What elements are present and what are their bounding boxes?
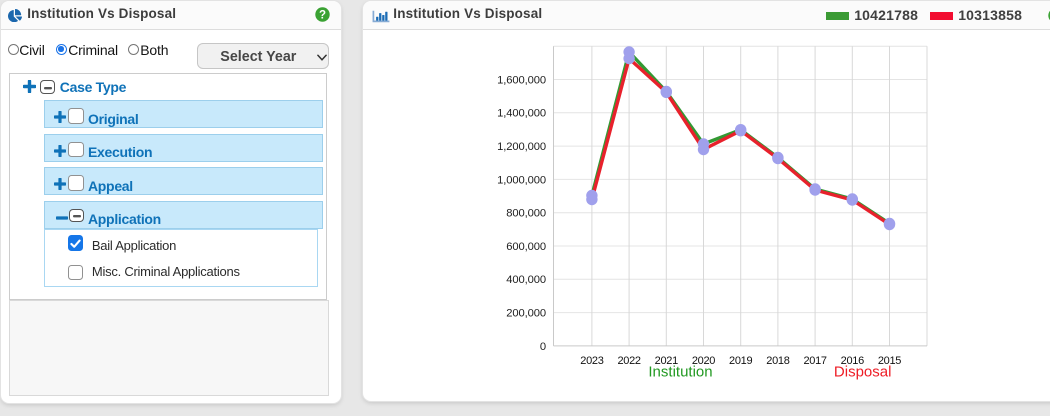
svg-text:Disposal: Disposal bbox=[834, 364, 892, 381]
svg-text:2016: 2016 bbox=[841, 355, 864, 367]
svg-text:2019: 2019 bbox=[729, 355, 752, 367]
svg-text:2022: 2022 bbox=[617, 355, 640, 367]
svg-text:2023: 2023 bbox=[580, 355, 603, 367]
svg-text:?: ? bbox=[319, 10, 326, 22]
svg-text:800,000: 800,000 bbox=[506, 208, 546, 220]
svg-text:2021: 2021 bbox=[655, 355, 678, 367]
svg-text:1,200,000: 1,200,000 bbox=[497, 141, 546, 153]
svg-text:Institution: Institution bbox=[648, 364, 712, 381]
svg-text:200,000: 200,000 bbox=[506, 308, 546, 320]
svg-text:2015: 2015 bbox=[878, 355, 901, 367]
svg-text:1,600,000: 1,600,000 bbox=[497, 74, 546, 86]
svg-text:2018: 2018 bbox=[766, 355, 789, 367]
svg-text:2020: 2020 bbox=[692, 355, 715, 367]
svg-text:600,000: 600,000 bbox=[506, 241, 546, 253]
svg-text:0: 0 bbox=[540, 341, 546, 353]
svg-text:1,000,000: 1,000,000 bbox=[497, 174, 546, 186]
svg-text:1,400,000: 1,400,000 bbox=[497, 108, 546, 120]
svg-text:2017: 2017 bbox=[803, 355, 826, 367]
svg-text:400,000: 400,000 bbox=[506, 274, 546, 286]
